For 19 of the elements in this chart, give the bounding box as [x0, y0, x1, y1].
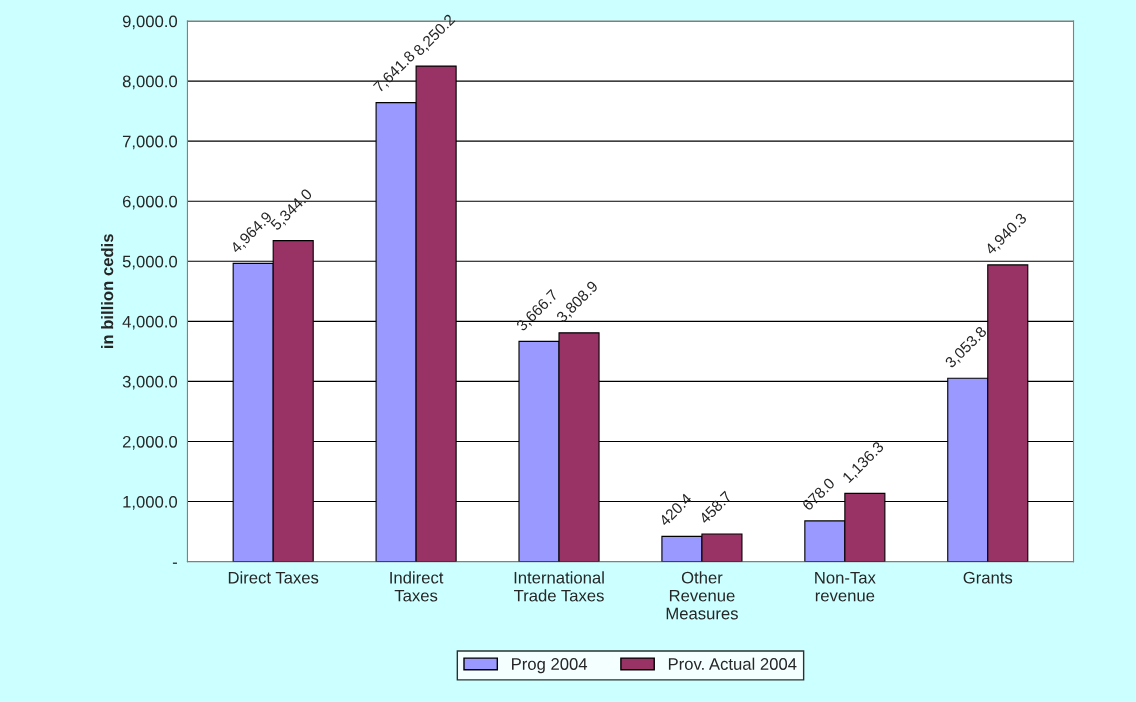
x-tick-label: International Trade Taxes — [514, 571, 604, 602]
y-tick-label: 7,000.0 — [122, 135, 178, 150]
x-tick-label: Indirect Taxes — [390, 571, 444, 602]
legend-label: Prov. Actual 2004 — [668, 657, 797, 670]
y-tick-label: - — [172, 562, 177, 564]
y-tick-label: 3,000.0 — [122, 375, 178, 390]
y-tick-label: 5,000.0 — [122, 255, 178, 270]
x-tick-label: Non-Tax revenue — [815, 571, 876, 602]
y-tick-label: 2,000.0 — [122, 435, 178, 450]
x-tick-label: Other Revenue Measures — [666, 571, 738, 620]
legend-label: Prog 2004 — [512, 658, 588, 674]
y-tick-label: 8,000.0 — [122, 75, 178, 90]
y-tick-label: 6,000.0 — [122, 195, 178, 210]
x-tick-label: Direct Taxes — [228, 571, 319, 584]
y-tick-label: 4,000.0 — [122, 315, 178, 330]
y-tick-label: 9,000.0 — [122, 15, 178, 30]
y-axis-title: in billion cedis — [101, 234, 114, 349]
y-tick-label: 1,000.0 — [123, 495, 178, 510]
x-tick-label: Grants — [963, 571, 1013, 584]
